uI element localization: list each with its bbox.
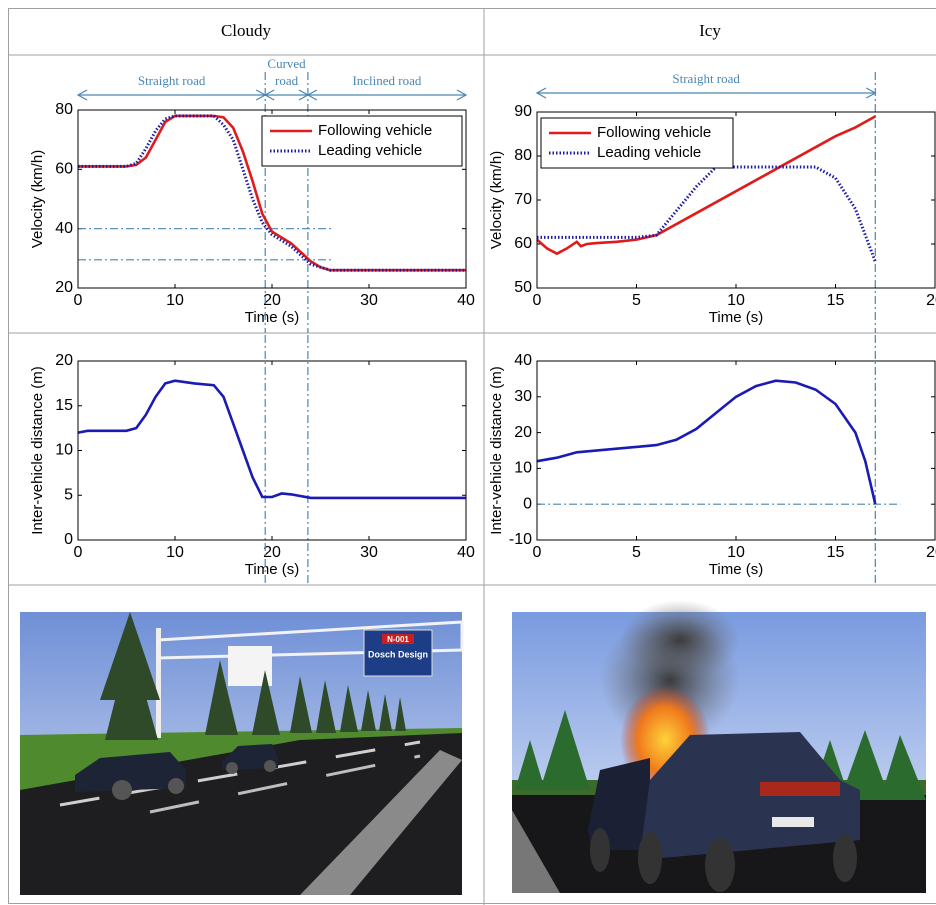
- y-tick-label: 20: [55, 352, 73, 369]
- x-tick-label: 20: [263, 292, 281, 309]
- cloudy-scene: N-001 Dosch Design: [20, 612, 464, 895]
- y-tick-label: 20: [55, 279, 73, 296]
- data-line: [78, 114, 466, 272]
- legend-box: [540, 117, 734, 169]
- y-tick-label: 10: [514, 460, 532, 477]
- arrow-head: [456, 89, 468, 101]
- y-tick-label: 20: [514, 424, 532, 441]
- region-label: Straight road: [672, 71, 740, 86]
- y-tick-label: 15: [55, 397, 73, 414]
- plot-area: [78, 361, 466, 540]
- y-axis-label: Inter-vehicle distance (m): [29, 366, 46, 534]
- plot-frame: [536, 360, 936, 541]
- y-axis-label: Inter-vehicle distance (m): [488, 366, 505, 534]
- legend-label: Leading vehicle: [318, 142, 422, 159]
- data-line: [78, 114, 466, 272]
- x-tick-label: 30: [360, 544, 378, 561]
- x-tick-label: 10: [727, 292, 745, 309]
- x-tick-label: 0: [74, 292, 83, 309]
- x-tick-label: 30: [360, 292, 378, 309]
- arrow-head: [535, 87, 547, 99]
- legend-label: Following vehicle: [318, 122, 432, 139]
- y-tick-label: 60: [514, 235, 532, 252]
- x-tick-label: 10: [166, 544, 184, 561]
- x-axis-label: Time (s): [709, 309, 763, 326]
- region-label: Inclined road: [352, 73, 421, 88]
- y-axis-label: Velocity (km/h): [29, 150, 46, 248]
- plot-frame: [77, 109, 467, 289]
- arrow-head: [76, 89, 88, 101]
- x-tick-label: 20: [926, 292, 936, 309]
- x-tick-label: 20: [926, 544, 936, 561]
- y-tick-label: 10: [55, 442, 73, 459]
- y-tick-label: 80: [55, 101, 73, 118]
- y-tick-label: 40: [514, 352, 532, 369]
- column-header: Icy: [699, 21, 721, 40]
- x-axis-label: Time (s): [709, 561, 763, 578]
- x-axis-label: Time (s): [245, 561, 299, 578]
- plot-frame: [536, 111, 936, 289]
- legend-label: Leading vehicle: [597, 144, 701, 161]
- x-tick-label: 20: [263, 544, 281, 561]
- y-tick-label: 40: [55, 220, 73, 237]
- legend-box: [261, 115, 463, 167]
- sign-text: N-001: [387, 635, 409, 644]
- x-tick-label: 0: [533, 292, 542, 309]
- y-tick-label: 70: [514, 191, 532, 208]
- x-tick-label: 0: [533, 544, 542, 561]
- sign-text: Dosch Design: [368, 649, 428, 659]
- data-line: [536, 115, 876, 256]
- arrow-head: [866, 87, 877, 99]
- y-tick-label: 90: [514, 103, 532, 120]
- y-tick-label: 5: [64, 486, 73, 503]
- arrow-head: [306, 89, 318, 101]
- table-grid: [8, 8, 936, 905]
- x-tick-label: 5: [632, 544, 641, 561]
- region-label: Curved road: [267, 56, 306, 88]
- x-tick-label: 40: [457, 544, 475, 561]
- y-axis-label: Velocity (km/h): [488, 151, 505, 249]
- arrow-head: [263, 89, 275, 101]
- x-tick-label: 15: [827, 544, 845, 561]
- x-tick-label: 10: [727, 544, 745, 561]
- y-tick-label: 0: [523, 495, 532, 512]
- x-tick-label: 0: [74, 544, 83, 561]
- x-tick-label: 15: [827, 292, 845, 309]
- x-tick-label: 40: [457, 292, 475, 309]
- y-tick-label: 80: [514, 147, 532, 164]
- y-tick-label: -10: [509, 531, 532, 548]
- plot-frame: [77, 360, 467, 541]
- icy-scene: [512, 600, 926, 893]
- data-line: [537, 165, 877, 263]
- legend-label: Following vehicle: [597, 124, 711, 141]
- y-tick-label: 30: [514, 388, 532, 405]
- region-label: Straight road: [138, 73, 206, 88]
- x-tick-label: 10: [166, 292, 184, 309]
- data-line: [77, 379, 466, 500]
- data-line: [536, 379, 877, 505]
- x-tick-label: 5: [632, 292, 641, 309]
- column-header: Cloudy: [221, 21, 272, 40]
- y-tick-label: 0: [64, 531, 73, 548]
- y-tick-label: 50: [514, 279, 532, 296]
- y-tick-label: 60: [55, 161, 73, 178]
- x-axis-label: Time (s): [245, 309, 299, 326]
